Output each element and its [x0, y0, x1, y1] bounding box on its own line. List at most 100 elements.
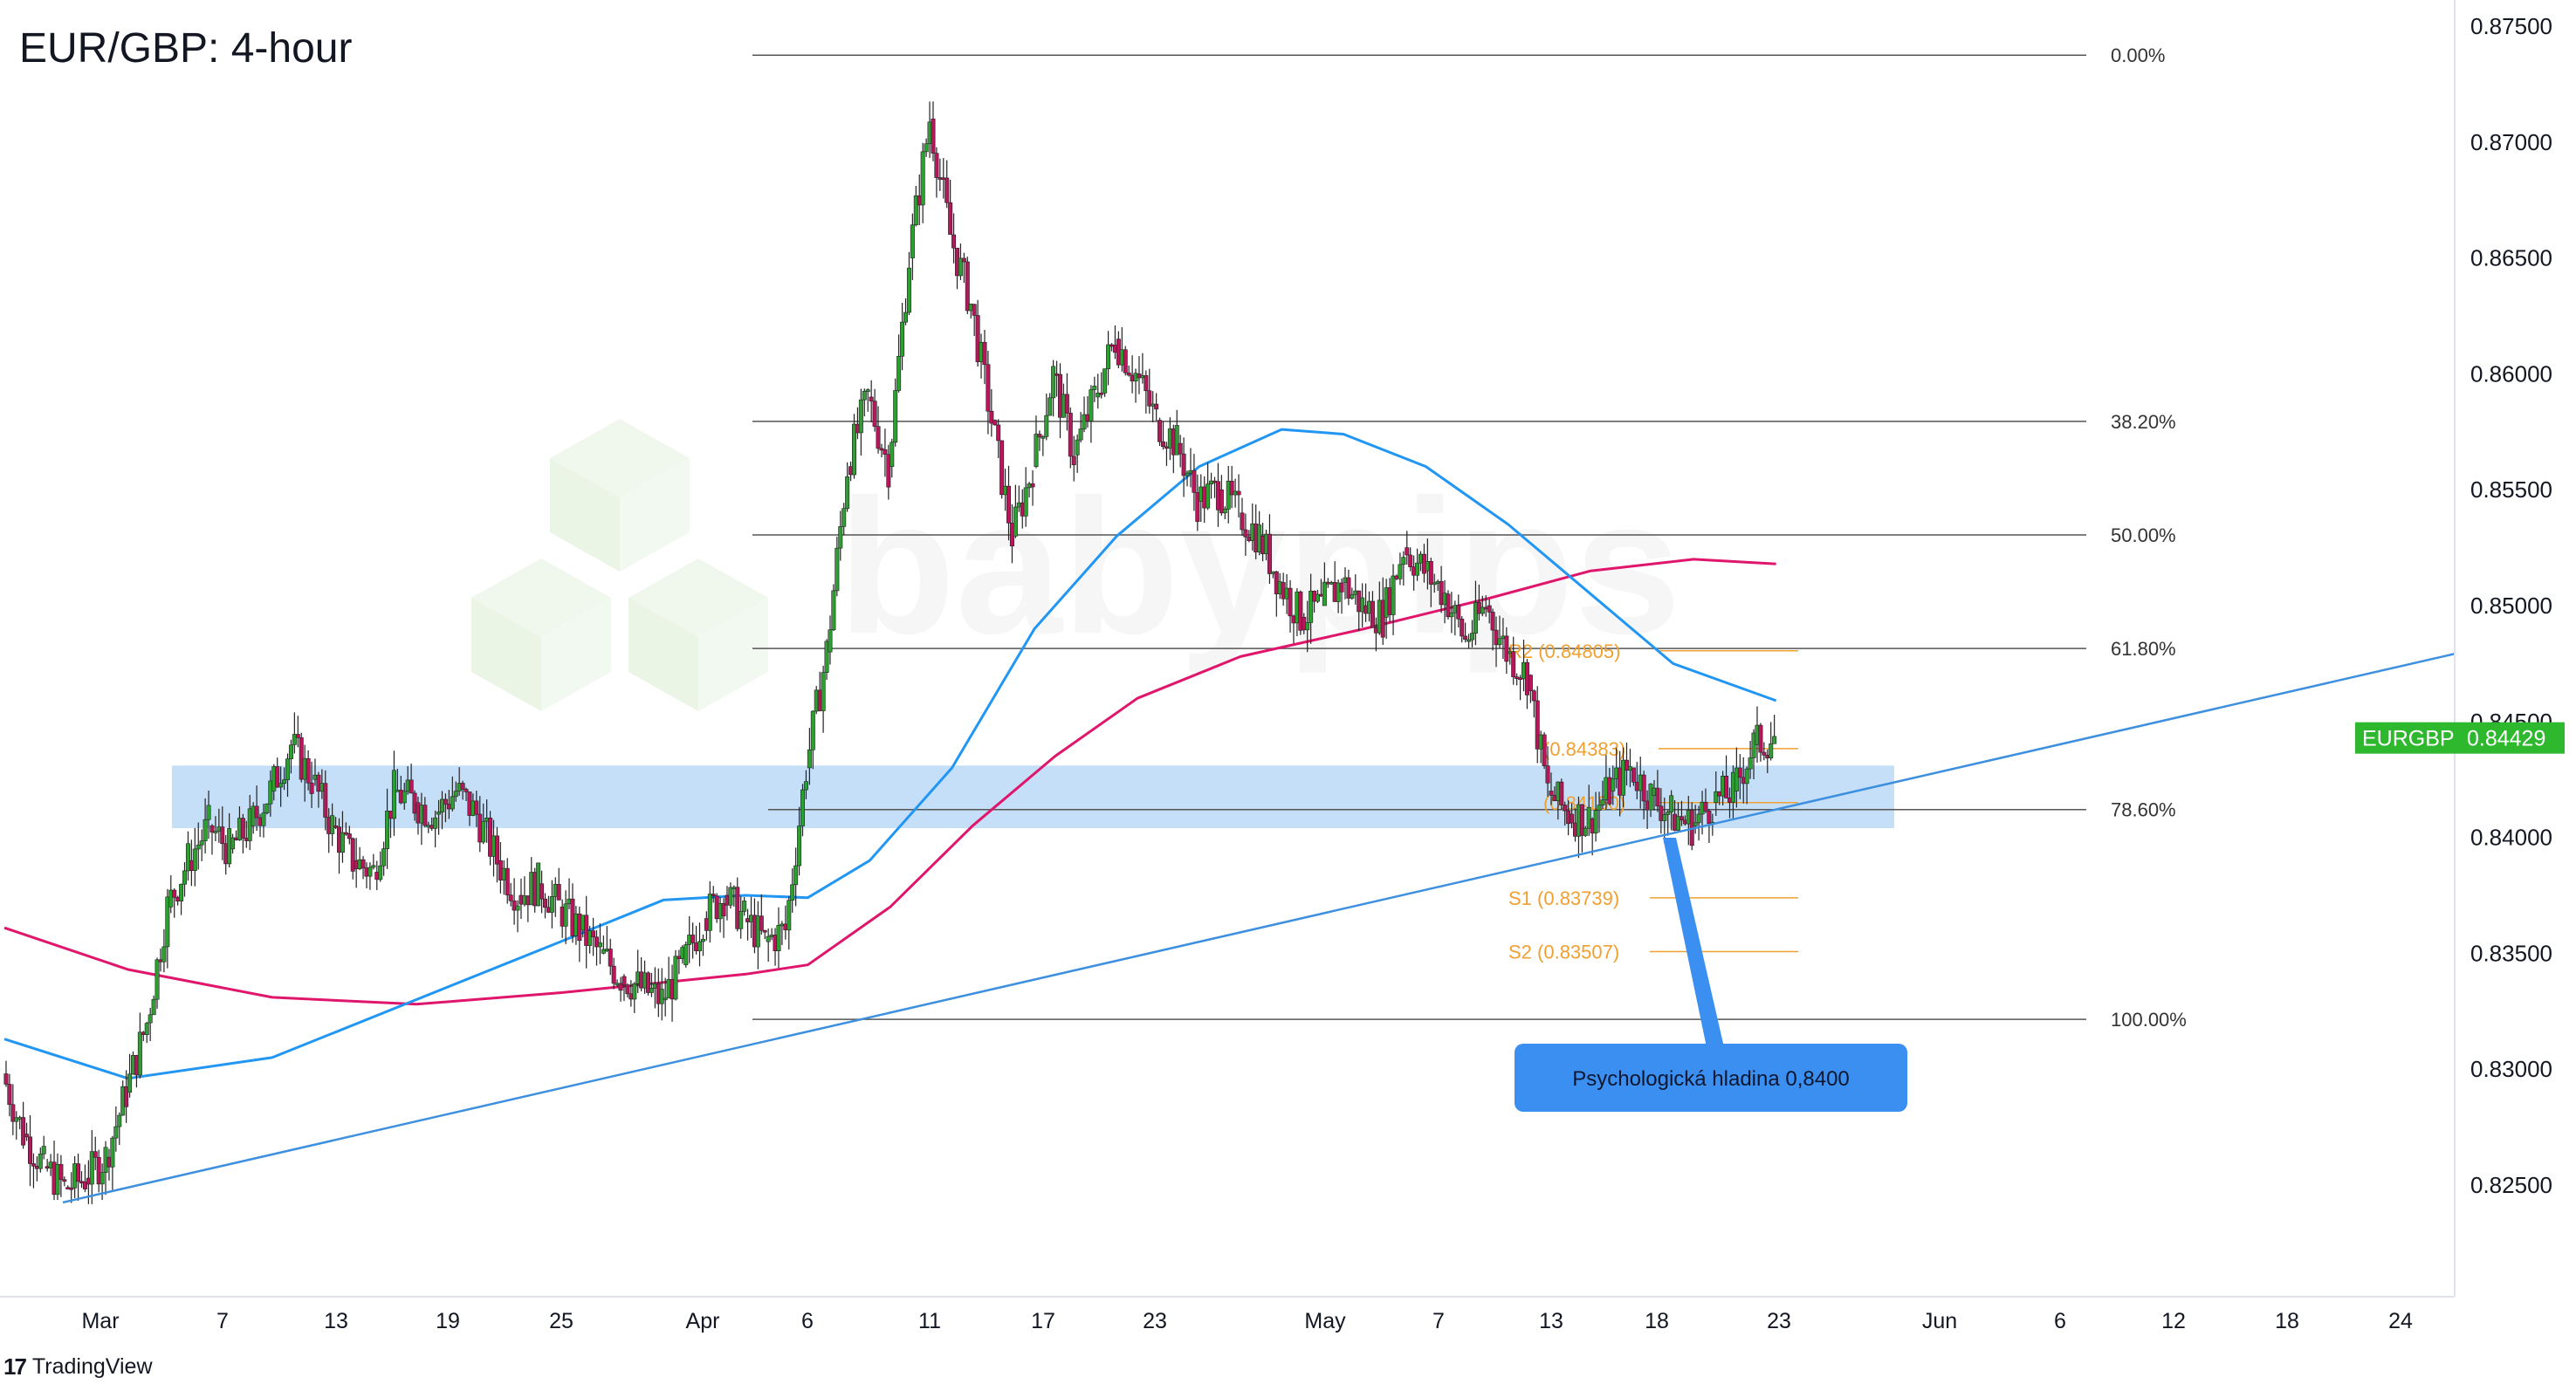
price-badge[interactable]: EURGBP 0.84429 — [2355, 722, 2565, 754]
candle-body — [323, 783, 328, 818]
candle-body — [343, 832, 348, 835]
candlesticks — [3, 101, 1777, 1204]
candle-body — [910, 224, 915, 258]
candle-body — [27, 1136, 32, 1164]
candle-body — [1549, 791, 1554, 796]
y-tick-label: 0.84000 — [2470, 825, 2552, 851]
y-tick-label: 0.83500 — [2470, 940, 2552, 966]
candle-body — [1350, 593, 1355, 599]
candle-body — [1703, 801, 1708, 812]
x-tick-label: 23 — [1767, 1309, 1791, 1333]
candle-body — [38, 1154, 43, 1169]
candle-body — [155, 959, 160, 1000]
y-tick-label: 0.82500 — [2470, 1172, 2552, 1198]
candle-body — [1504, 635, 1509, 662]
candle-body — [975, 315, 980, 362]
candle-body — [292, 734, 297, 745]
candle-body — [1195, 492, 1200, 522]
candle-body — [690, 935, 696, 943]
candle-body — [542, 898, 547, 908]
candle-body — [913, 195, 918, 226]
candle-body — [738, 911, 744, 929]
candle-body — [700, 939, 705, 942]
candle-body — [1487, 605, 1492, 613]
candle-body — [1679, 816, 1684, 821]
candle-body — [663, 997, 668, 1001]
candle-body — [776, 924, 781, 951]
candle-body — [220, 826, 225, 845]
chart-title: EUR/GBP: 4-hour — [19, 25, 353, 72]
candle-body — [1641, 774, 1646, 802]
candle-body — [831, 590, 836, 631]
candle-body — [1380, 600, 1385, 638]
candle-body — [920, 151, 925, 206]
candle-body — [278, 783, 284, 788]
candle-body — [213, 831, 218, 833]
candle-body — [89, 1151, 94, 1185]
candle-body — [161, 946, 167, 963]
candle-body — [999, 440, 1005, 496]
x-tick-label: Jun — [1922, 1309, 1957, 1333]
candle-body — [989, 410, 994, 424]
candle-body — [618, 983, 623, 991]
candle-body — [1579, 804, 1584, 836]
candle-body — [21, 1117, 26, 1146]
candle-body — [1586, 806, 1591, 829]
candle-body — [1621, 759, 1626, 796]
candle-body — [1006, 485, 1012, 524]
candle-body — [464, 789, 469, 792]
candle-body — [961, 257, 966, 263]
candle-body — [515, 905, 520, 911]
candle-body — [282, 779, 287, 784]
candle-body — [821, 672, 826, 711]
candle-body — [951, 234, 957, 249]
ascending-trendline — [62, 653, 2456, 1204]
candle-body — [762, 929, 767, 933]
annotation-text: Psychologická hladina 0,8400 — [1572, 1067, 1850, 1091]
badge-price: 0.84429 — [2467, 727, 2545, 751]
candle-body — [58, 1164, 64, 1181]
candle-body — [295, 734, 300, 738]
candle-body — [1298, 591, 1303, 631]
candle-body — [206, 805, 211, 820]
candle-body — [1494, 629, 1499, 646]
candle-body — [1192, 469, 1197, 493]
candle-body — [165, 896, 170, 948]
candle-body — [117, 1114, 122, 1127]
candle-body — [1693, 822, 1698, 826]
candle-body — [1570, 813, 1575, 824]
candle-body — [10, 1104, 16, 1122]
candle-body — [900, 321, 905, 357]
candle-body — [945, 177, 950, 203]
candle-body — [172, 889, 177, 898]
candle-body — [1490, 612, 1495, 631]
candle-body — [368, 867, 373, 877]
candle-body — [1762, 751, 1767, 756]
candle-body — [948, 202, 953, 235]
candle-body — [508, 894, 513, 901]
candle-body — [196, 844, 201, 850]
babypips-watermark: babypips — [471, 419, 1681, 711]
candle-body — [1463, 635, 1468, 641]
candle-body — [735, 887, 740, 929]
candle-body — [1748, 757, 1753, 770]
candle-body — [1226, 480, 1231, 510]
candle-body — [1051, 366, 1056, 399]
candle-body — [1064, 394, 1069, 414]
candle-body — [1391, 575, 1396, 615]
pivot-label: S1 (0.83739) — [1508, 887, 1619, 909]
candle-body — [7, 1084, 12, 1106]
candle-body — [179, 883, 184, 901]
candle-body — [539, 883, 545, 900]
candle-body — [185, 843, 190, 872]
candle-body — [742, 901, 747, 912]
candle-body — [858, 399, 863, 434]
x-tick-label: Mar — [81, 1309, 119, 1333]
candle-body — [958, 257, 963, 277]
candle-body — [100, 1172, 105, 1185]
candle-body — [903, 312, 909, 323]
candle-body — [649, 988, 654, 993]
candle-body — [1405, 547, 1410, 556]
candle-body — [192, 848, 197, 871]
